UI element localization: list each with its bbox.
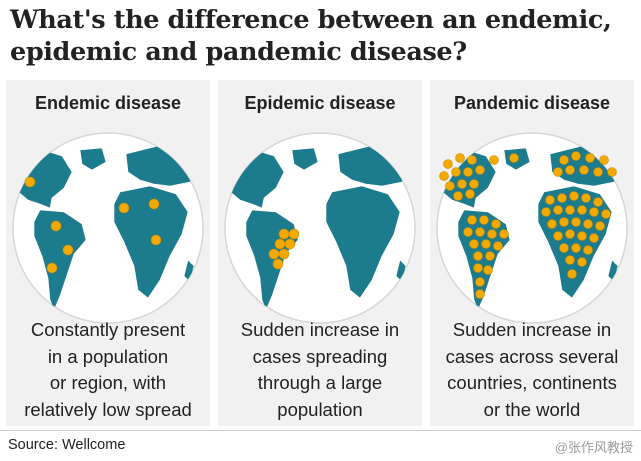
africa-shape [325, 185, 401, 299]
desc-line: or region, with [49, 372, 167, 393]
panel-heading: Endemic disease [34, 93, 182, 113]
desc-line: cases spreading [252, 345, 388, 367]
desc-line: relatively low spread [24, 398, 192, 420]
africa-shape [113, 185, 189, 299]
panel-endemic: Endemic disease Constantly present in a … [6, 80, 210, 426]
desc-line: Sudden increase in [452, 319, 612, 340]
panel-heading: Epidemic disease [244, 93, 396, 113]
panel-description: Sudden increase in cases across several … [430, 317, 634, 423]
title-line-2: epidemic and pandemic disease? [10, 37, 467, 67]
case-dots [439, 151, 617, 299]
desc-line: through a large [257, 372, 383, 393]
case-dots [268, 228, 300, 270]
footer-divider [0, 430, 641, 431]
desc-line: cases across several [445, 345, 619, 367]
greenland-shape [291, 147, 319, 171]
source-credit: Source: Wellcome [8, 437, 126, 453]
desc-line: or the world [483, 398, 581, 420]
greenland-shape [79, 147, 107, 171]
panel-epidemic: Epidemic disease Sudden increase in case… [218, 80, 422, 426]
title-line-1: What's the difference between an endemic… [10, 5, 612, 35]
desc-line: countries, continents [447, 372, 617, 393]
desc-line: in a population [47, 345, 169, 367]
desc-line: Constantly present [30, 319, 186, 340]
case-dots [24, 176, 162, 274]
panel-pandemic: Pandemic disease [430, 80, 634, 426]
globe-epidemic-icon [224, 132, 416, 324]
panel-description: Sudden increase in cases spreading throu… [218, 317, 422, 423]
panel-heading: Pandemic disease [453, 93, 611, 113]
globe-endemic-icon [12, 132, 204, 324]
watermark-text: @张作风教授 [554, 440, 633, 455]
globe-pandemic-icon [436, 132, 628, 324]
page-title: What's the difference between an endemic… [10, 4, 635, 68]
south-america-shape [33, 209, 87, 311]
desc-line: population [277, 398, 363, 420]
panel-description: Constantly present in a population or re… [6, 317, 210, 423]
desc-line: Sudden increase in [240, 319, 400, 340]
